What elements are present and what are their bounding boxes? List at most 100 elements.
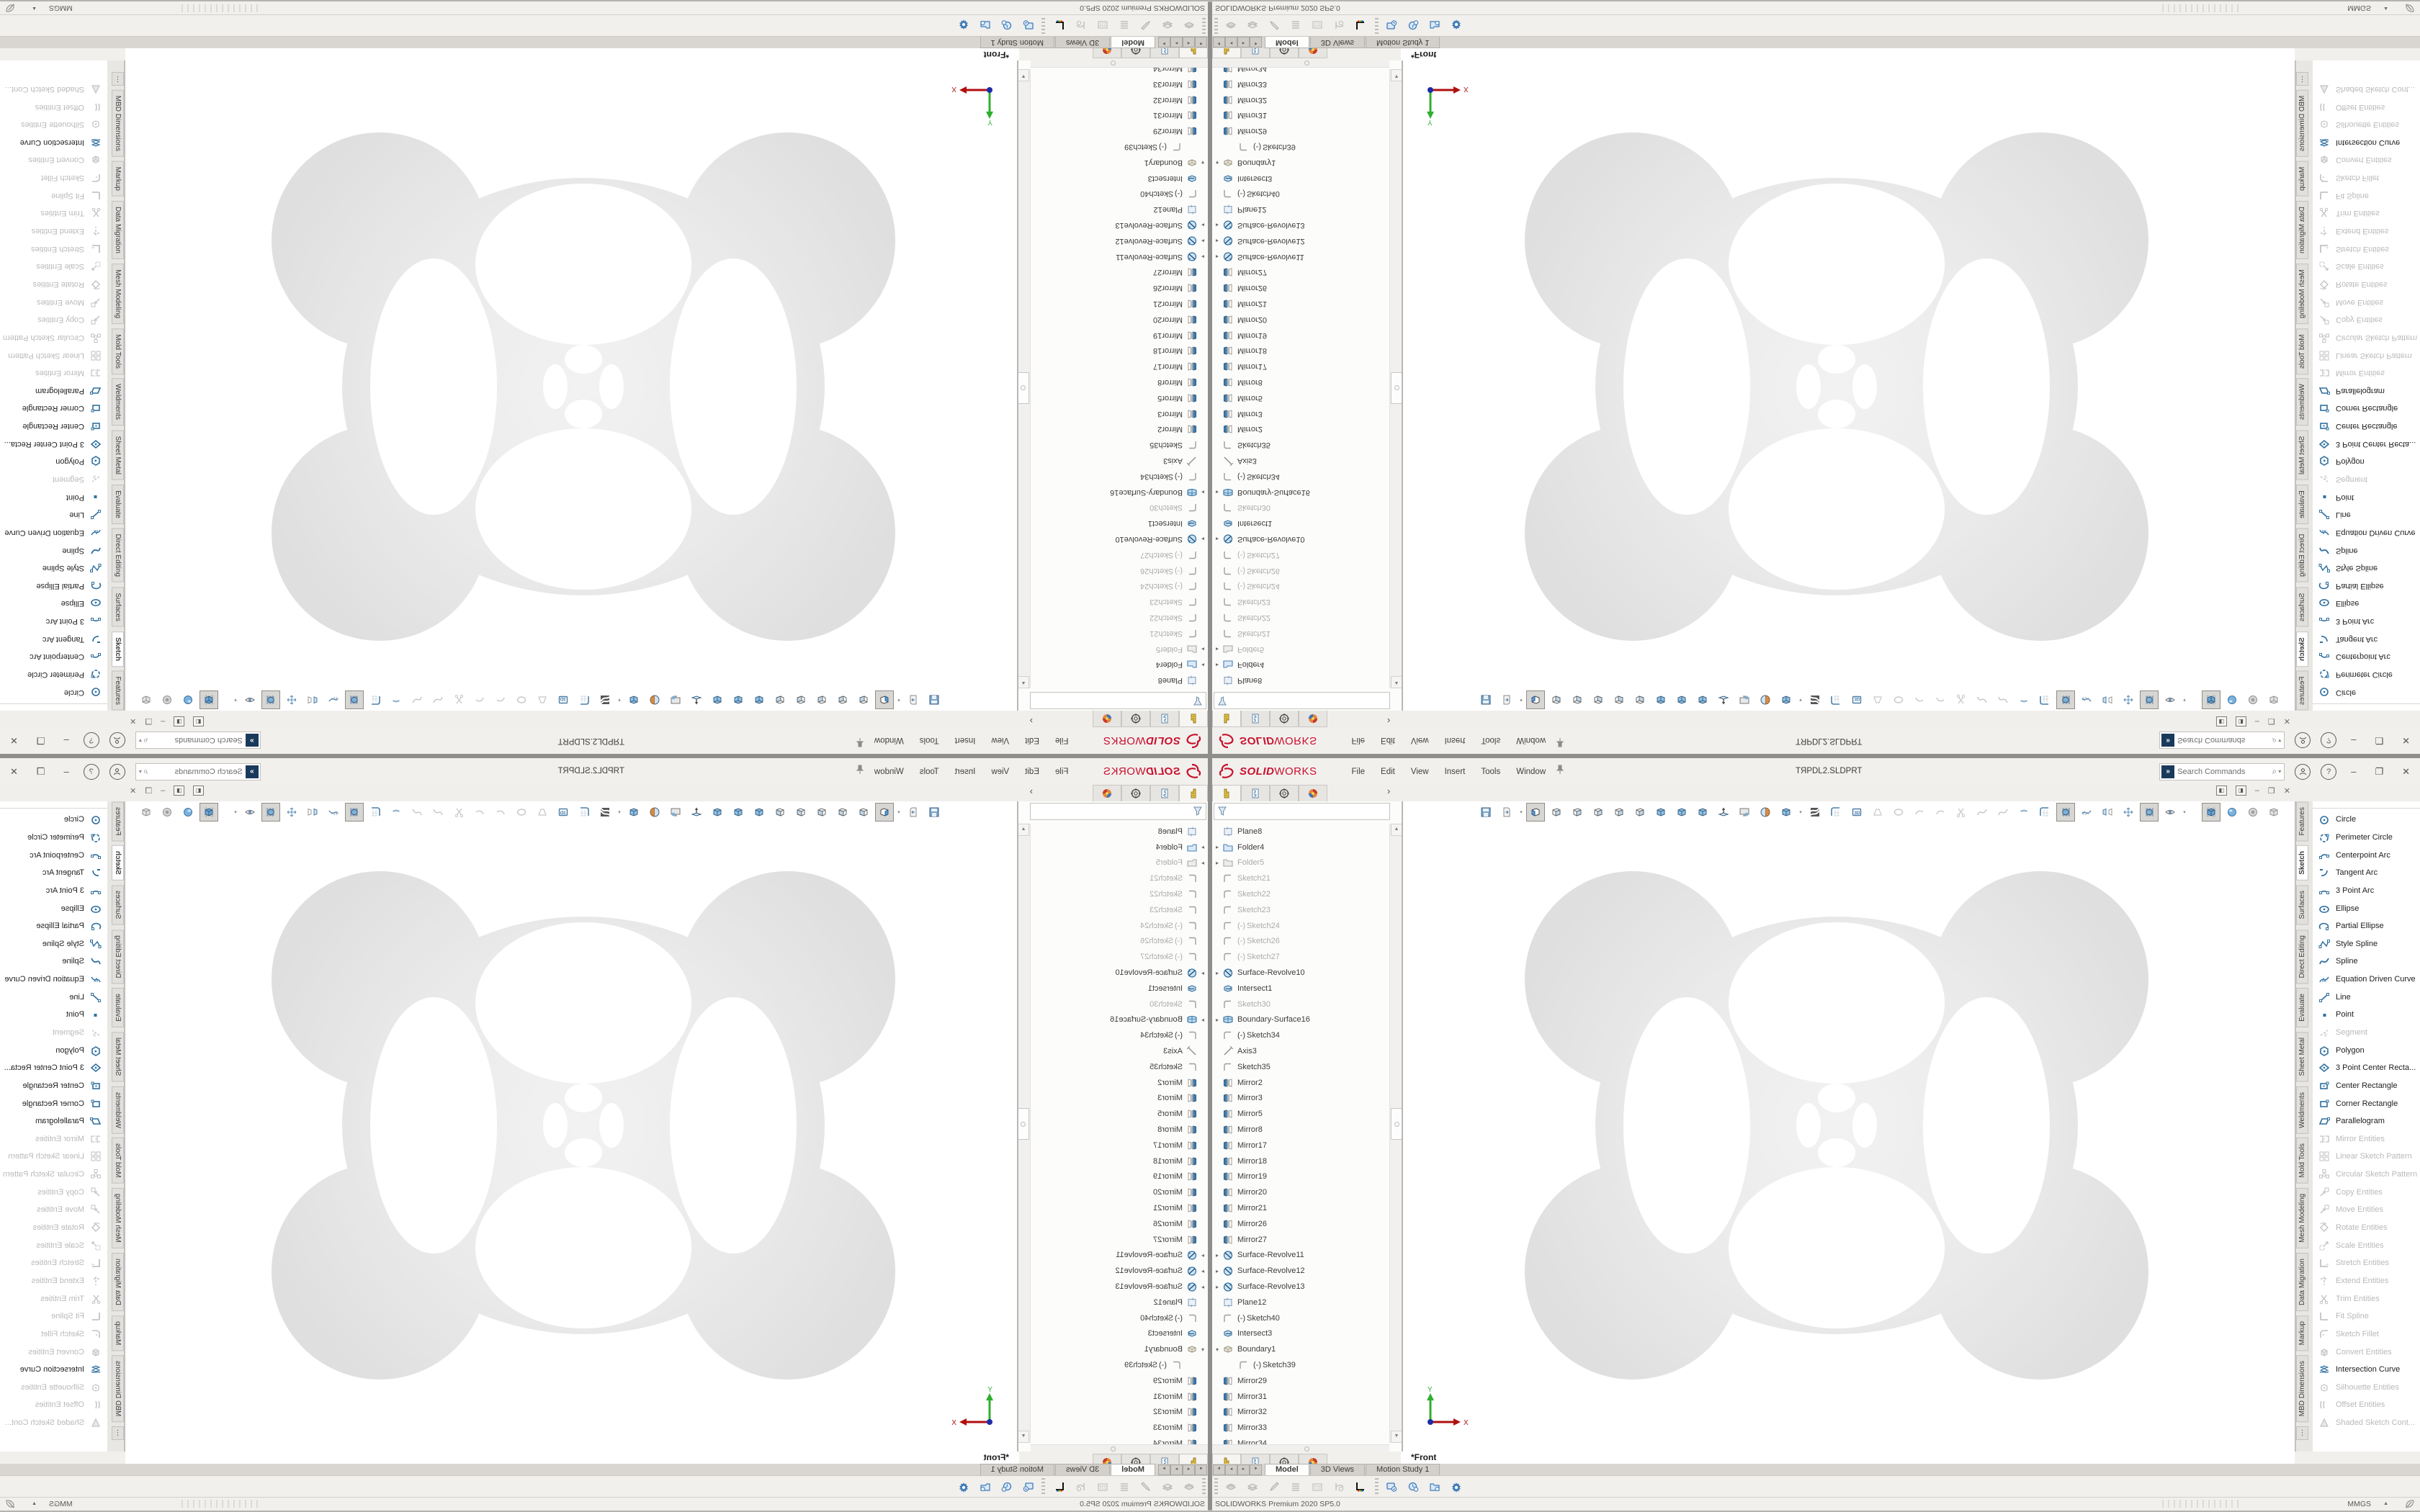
tool-item[interactable]: Tangent Arc: [0, 630, 107, 648]
doc-minimize-button[interactable]: –: [2254, 717, 2259, 726]
perspective-icon[interactable]: [533, 690, 552, 709]
normal-to-icon[interactable]: [687, 690, 706, 709]
restore-button[interactable]: ❐: [36, 765, 45, 777]
tree-item[interactable]: ▸ Surface-Revolve11: [1031, 249, 1208, 265]
help-button[interactable]: ?: [83, 732, 99, 749]
display-style-icon[interactable]: [137, 690, 156, 709]
view-top-icon[interactable]: [792, 690, 810, 709]
tab-nav-button-1[interactable]: ⯇: [1195, 1464, 1207, 1475]
view-left-icon[interactable]: [833, 690, 852, 709]
viewport-settings-icon[interactable]: [1735, 803, 1754, 822]
tool-item[interactable]: fx Equation Driven Curve: [0, 524, 107, 542]
view-front-icon[interactable]: [1526, 690, 1545, 709]
tree-item[interactable]: Sketch21: [1031, 870, 1208, 886]
tree-item[interactable]: Mirror32: [1212, 92, 1389, 108]
tree-item[interactable]: Sketch35: [1212, 437, 1389, 453]
arc-tool-icon[interactable]: [1910, 690, 1929, 709]
layers-icon[interactable]: [1158, 17, 1177, 34]
tree-item[interactable]: Mirror20: [1212, 312, 1389, 328]
doc-restore-button[interactable]: ❐: [2267, 786, 2275, 796]
move-view-icon[interactable]: [2119, 803, 2138, 822]
tree-item[interactable]: ▸ Folder5: [1031, 642, 1208, 657]
expand-arrow-icon[interactable]: ▸: [1201, 489, 1205, 496]
pin-menu-icon[interactable]: [856, 765, 864, 778]
tool-item[interactable]: Perimeter Circle: [2313, 666, 2420, 684]
pane-right-button[interactable]: ◨: [2235, 716, 2246, 726]
tool-item[interactable]: Center Rectangle: [0, 1077, 107, 1095]
featuremanager-tab-2[interactable]: [1150, 48, 1179, 58]
search-caret-icon[interactable]: ▾: [138, 768, 142, 775]
commandmanager-tab-markup[interactable]: Markup: [2296, 161, 2308, 197]
pane-left-button[interactable]: ◧: [193, 716, 205, 726]
view-top-icon[interactable]: [792, 803, 810, 822]
ellipse-tool-icon[interactable]: [1889, 803, 1908, 822]
commandmanager-tab-markup[interactable]: Markup: [112, 161, 124, 197]
featuremanager-tab-4[interactable]: [1299, 711, 1327, 727]
chart-icon[interactable]: [1351, 17, 1370, 34]
tree-item[interactable]: Mirror18: [1031, 1153, 1208, 1169]
view-back-icon[interactable]: [1547, 690, 1566, 709]
commandmanager-tab-evaluate[interactable]: Evaluate: [2296, 484, 2308, 524]
tool-item[interactable]: Perimeter Circle: [2313, 829, 2420, 847]
tree-item[interactable]: (-) Sketch39: [1031, 139, 1208, 155]
tool-item[interactable]: Corner Rectangle: [0, 1094, 107, 1112]
commandmanager-tab-sheet-metal[interactable]: Sheet Metal: [112, 430, 124, 480]
tree-item[interactable]: Mirror27: [1031, 1232, 1208, 1248]
search-caret-icon[interactable]: ▾: [138, 737, 142, 744]
featuremanager-tab-1[interactable]: [1179, 711, 1208, 727]
instant2d-icon[interactable]: [387, 803, 405, 822]
tool-item[interactable]: Spline: [2313, 541, 2420, 559]
search-input[interactable]: Search Commands: [174, 736, 243, 745]
normal-to-icon[interactable]: [687, 803, 706, 822]
tree-item[interactable]: (-) Sketch27: [1031, 547, 1208, 563]
curvature-icon[interactable]: [324, 690, 343, 709]
help-button[interactable]: ?: [83, 763, 99, 780]
motion-settings-icon[interactable]: [1447, 17, 1466, 34]
document-tab-model[interactable]: Model: [1111, 37, 1155, 48]
featuremanager-tab-3[interactable]: [1270, 48, 1299, 58]
menu-item-file[interactable]: File: [1054, 767, 1069, 776]
view-iso-icon[interactable]: [750, 803, 768, 822]
expand-arrow-icon[interactable]: ▸: [1201, 844, 1205, 851]
tree-item[interactable]: (-) Sketch26: [1212, 934, 1389, 950]
tree-item[interactable]: ▸ Folder4: [1031, 657, 1208, 672]
commandmanager-tab-overflow[interactable]: ⋮: [112, 71, 124, 86]
tree-item[interactable]: Plane8: [1031, 824, 1208, 840]
tree-item[interactable]: Mirror19: [1031, 1169, 1208, 1185]
tree-item[interactable]: Mirror21: [1031, 1200, 1208, 1216]
tree-item[interactable]: ▸ Surface-Revolve10: [1031, 531, 1208, 547]
commandmanager-tab-features[interactable]: Features: [2296, 670, 2308, 711]
save-animation-icon[interactable]: [976, 1478, 995, 1495]
commandmanager-tab-mold-tools[interactable]: Mold Tools: [112, 1138, 124, 1184]
tree-item[interactable]: Plane12: [1212, 202, 1389, 217]
tool-item[interactable]: fx Equation Driven Curve: [2313, 971, 2420, 989]
section-view-icon[interactable]: [645, 690, 664, 709]
featuremanager-tab-2[interactable]: [1241, 711, 1270, 727]
commandmanager-tab-surfaces[interactable]: Surfaces: [2296, 885, 2308, 925]
tool-item[interactable]: Line: [0, 506, 107, 524]
tree-item[interactable]: ▸ Boundary-Surface16: [1031, 485, 1208, 500]
commandmanager-tab-sheet-metal[interactable]: Sheet Metal: [2296, 430, 2308, 480]
tree-item[interactable]: (-) Sketch39: [1212, 1357, 1389, 1373]
ambient-occlusion-icon[interactable]: [158, 690, 176, 709]
search-caret-icon[interactable]: ▾: [2278, 737, 2282, 744]
commandmanager-tab-mold-tools[interactable]: Mold Tools: [2296, 328, 2308, 374]
tab-nav-button-1[interactable]: ⯇: [1213, 37, 1225, 48]
view-selector-icon[interactable]: [1777, 803, 1796, 822]
tool-item[interactable]: Parallelogram: [2313, 1112, 2420, 1130]
replay-speed-icon[interactable]: [998, 1478, 1016, 1495]
menu-item-view[interactable]: View: [1410, 736, 1429, 745]
doc-close-button[interactable]: ✕: [2283, 716, 2290, 726]
lines-icon[interactable]: [1286, 17, 1305, 34]
featuremanager-tab-3[interactable]: [1270, 1454, 1299, 1464]
zebra-stripes-icon[interactable]: [596, 690, 614, 709]
tree-item[interactable]: Mirror27: [1212, 264, 1389, 280]
featuremanager-tab-3[interactable]: [1121, 1454, 1150, 1464]
arc-tool-icon[interactable]: [470, 690, 489, 709]
instant2d-icon[interactable]: [387, 690, 405, 709]
planes-visibility-icon[interactable]: [303, 803, 322, 822]
spline-tool-icon[interactable]: [408, 803, 426, 822]
unit-system-selector[interactable]: MMGS: [49, 1500, 73, 1508]
tree-item[interactable]: Sketch30: [1031, 996, 1208, 1012]
view-bottom-icon[interactable]: [771, 803, 789, 822]
